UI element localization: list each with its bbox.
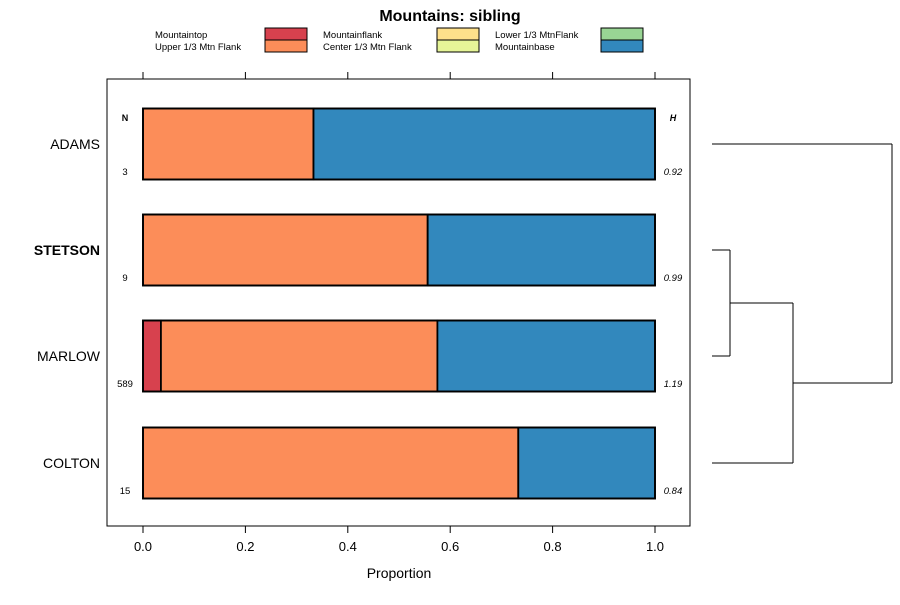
category-label-colton: COLTON — [43, 455, 100, 471]
bar-segment-stetson-mountainbase — [426, 213, 656, 287]
h-value-colton: 0.84 — [664, 486, 683, 497]
x-tick-label: 0.8 — [544, 539, 562, 554]
legend-label-mountaintop: Mountaintop — [155, 30, 207, 41]
legend-swatch-lower-1-3-mtnflank — [600, 27, 644, 41]
x-tick-label: 0.0 — [134, 539, 152, 554]
h-value-adams: 0.92 — [664, 167, 683, 178]
bar-segment-marlow-mountainbase — [436, 319, 656, 393]
legend-label-mountainflank: Mountainflank — [323, 30, 382, 41]
bar-segment-adams-mountainbase — [312, 107, 656, 181]
x-tick-label: 0.6 — [441, 539, 459, 554]
category-label-stetson: STETSON — [34, 242, 100, 258]
n-value-colton: 15 — [120, 486, 131, 497]
legend-swatch-mountainflank — [436, 27, 480, 41]
h-value-marlow: 1.19 — [664, 379, 683, 390]
category-label-adams: ADAMS — [50, 136, 100, 152]
h-value-stetson: 0.99 — [664, 273, 683, 284]
n-value-marlow: 589 — [117, 379, 133, 390]
plot-frame — [106, 78, 691, 527]
h-header: H — [670, 113, 677, 123]
legend-swatch-upper-1-3-mtn-flank — [264, 39, 308, 53]
legend-swatch-center-1-3-mtn-flank — [436, 39, 480, 53]
n-value-stetson: 9 — [122, 273, 127, 284]
x-tick-label: 0.2 — [236, 539, 254, 554]
chart-title: Mountains: sibling — [379, 8, 520, 25]
bars: ADAMS 3 0.92 STETSON 9 0.99 MARLOW 589 1.19 COLTO… — [34, 107, 683, 500]
legend-label-lower-1-3-mtnflank: Lower 1/3 MtnFlank — [495, 30, 579, 41]
bar-outline-adams — [142, 107, 656, 181]
n-header: N — [122, 113, 129, 123]
category-label-marlow: MARLOW — [37, 348, 101, 364]
bar-segment-colton-mountainbase — [517, 426, 656, 500]
bar-segment-marlow-mountaintop — [142, 319, 162, 393]
x-tick-label: 0.4 — [339, 539, 357, 554]
bar-segment-adams-upper-1-3-mtn-flank — [142, 107, 315, 181]
x-axis-label: Proportion — [367, 565, 432, 581]
legend-label-center-1-3-mtn-flank: Center 1/3 Mtn Flank — [323, 42, 412, 53]
dendrogram — [712, 143, 893, 464]
legend-label-mountainbase: Mountainbase — [495, 42, 555, 53]
legend-swatch-mountainbase — [600, 39, 644, 53]
bar-segment-marlow-upper-1-3-mtn-flank — [160, 319, 439, 393]
bar-outline-stetson — [142, 213, 656, 287]
x-tick-label: 1.0 — [646, 539, 664, 554]
bar-outline-marlow — [142, 319, 656, 393]
bar-segment-stetson-upper-1-3-mtn-flank — [142, 213, 429, 287]
n-value-adams: 3 — [122, 167, 127, 178]
legend-label-upper-1-3-mtn-flank: Upper 1/3 Mtn Flank — [155, 42, 241, 53]
bar-segment-colton-upper-1-3-mtn-flank — [142, 426, 520, 500]
bar-outline-colton — [142, 426, 656, 500]
x-axis: 0.0 0.2 0.4 0.6 0.8 1.0 — [134, 72, 664, 554]
legend-swatch-mountaintop — [264, 27, 308, 41]
